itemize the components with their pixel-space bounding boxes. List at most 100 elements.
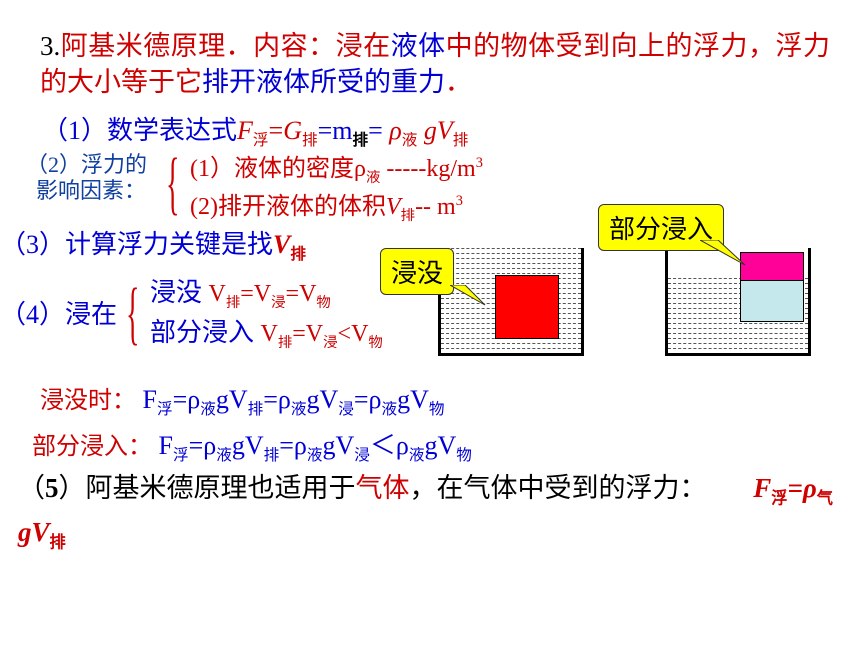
gps: 排 (50, 533, 66, 551)
factor-2c: -- m (415, 194, 456, 220)
g1: （ (18, 473, 45, 503)
sl3: 液 (382, 401, 398, 418)
key-row: （3）计算浮力关键是找V排 (0, 224, 306, 264)
ia6: =V (286, 281, 317, 307)
factor-2sub: 排 (401, 208, 415, 224)
sj1: 浸 (338, 401, 354, 418)
key-var: V (273, 230, 290, 259)
pgv1: gV (232, 431, 264, 460)
g2: 5 (45, 473, 59, 503)
sfs: 浮 (157, 401, 173, 418)
callout2-tail (700, 240, 750, 270)
brace-2: { (126, 300, 139, 332)
g3: ）阿基米德原理也适用于 (59, 473, 356, 503)
se1: =ρ (173, 385, 201, 414)
submerged-label: 浸没时： (40, 388, 136, 414)
math-label: （1）数学表达式 (42, 116, 237, 145)
pfs: 浮 (173, 447, 189, 464)
text-red-1: 阿基米德原理．内容：浸在 (60, 31, 390, 61)
pe1: =ρ (189, 431, 217, 460)
factors-label-2: 影响因素： (26, 178, 146, 203)
immerse-b-formula: V排=V浸<V物 (261, 321, 383, 347)
math-expression-row: （1）数学表达式F浮=G排=m排= ρ液 gV排 (42, 110, 468, 150)
pj1: 浸 (354, 447, 370, 464)
item-number: 3. (40, 31, 60, 61)
ib3: 排 (278, 335, 292, 351)
gas-row: （5）阿基米德原理也适用于气体，在气体中受到的浮力： F浮=ρ气 gV排 (18, 468, 838, 555)
factor-1c: -----kg/m (380, 156, 475, 182)
plt: ＜ρ (370, 431, 409, 460)
ib2: V (261, 321, 278, 347)
g5: ，在气体中受到的浮力： (410, 473, 707, 503)
pgv2: gV (322, 431, 354, 460)
immerse-a1: 浸没 (150, 278, 202, 307)
ge: =ρ (787, 473, 816, 503)
ib7: 物 (368, 335, 382, 351)
formula-eq2: = (368, 116, 389, 145)
formula-sub-liq: 液 (402, 132, 418, 149)
formula-sub-pai3: 排 (453, 132, 469, 149)
formula-sub-pai1: 排 (302, 132, 318, 149)
formula-m: =m (318, 116, 353, 145)
factor-1: (1）液体的密度ρ液 -----kg/m3 (190, 148, 483, 187)
text-blue-1: 液体 (391, 31, 446, 61)
pe2: =ρ (279, 431, 307, 460)
ia3: 排 (226, 295, 240, 311)
formula-gv: gV (417, 116, 452, 145)
factor-1sub: 液 (366, 170, 380, 186)
ggs: 气 (817, 489, 833, 507)
immerse-label-text: （4）浸在 (0, 300, 117, 329)
ib6: <V (338, 321, 369, 347)
pw1: 物 (456, 447, 472, 464)
pgv3: gV (424, 431, 456, 460)
callout2-text: 部分浸入 (609, 215, 713, 244)
sw1: 物 (429, 401, 445, 418)
ia4: =V (240, 281, 271, 307)
se3: =ρ (354, 385, 382, 414)
formula-g: G (283, 116, 302, 145)
callout-submerged: 浸没 (380, 248, 454, 295)
gfs: 浮 (771, 489, 787, 507)
object-partial-bottom (740, 280, 804, 322)
factor-1a: (1）液体的密度 (190, 156, 354, 182)
factor-2b: V (386, 194, 401, 220)
pf: F (159, 431, 173, 460)
formula-sub-pai2: 排 (352, 132, 368, 149)
brace-1: { (166, 170, 179, 202)
immerse-b: 部分浸入 V排=V浸<V物 (150, 312, 383, 352)
pl3: 液 (409, 447, 425, 464)
factors-label-1: （2）浮力的 (26, 152, 147, 177)
object-submerged (495, 275, 559, 339)
sgv2: gV (306, 385, 338, 414)
g4: 气体 (356, 473, 410, 503)
text-blue-2: 排开液体所受的重力 (202, 67, 445, 97)
ggv: gV (18, 517, 50, 547)
callout1-tail (450, 285, 490, 310)
immerse-b1: 部分浸入 (150, 318, 254, 347)
sf: F (143, 385, 157, 414)
key-sub: 排 (290, 246, 306, 263)
formula-rho: ρ (389, 116, 401, 145)
text-red-3: ． (445, 67, 472, 97)
immerse-label: （4）浸在 (0, 294, 117, 331)
ib5: 浸 (323, 335, 337, 351)
factor-1exp: 3 (476, 155, 483, 171)
partial-label: 部分浸入： (32, 434, 152, 460)
pl1: 液 (216, 447, 232, 464)
key-label: （3）计算浮力关键是找 (0, 230, 273, 259)
callout1-text: 浸没 (391, 259, 443, 288)
factor-2exp: 3 (456, 193, 463, 209)
factor-1b: ρ (354, 156, 366, 182)
sgv3: gV (397, 385, 429, 414)
pp1: 排 (264, 447, 280, 464)
formula-sub-fu: 浮 (253, 132, 269, 149)
partial-eq-row: 部分浸入： F浮=ρ液gV排=ρ液gV浸＜ρ液gV物 (32, 425, 472, 465)
submerged-eq-row: 浸没时： F浮=ρ液gV排=ρ液gV浸=ρ液gV物 (40, 380, 445, 419)
factor-2: (2)排开液体的体积V排-- m3 (190, 186, 463, 225)
ia5: 浸 (271, 295, 285, 311)
ib4: =V (292, 321, 323, 347)
se2: =ρ (263, 385, 291, 414)
formula-f: F (237, 116, 253, 145)
ia2: V (209, 281, 226, 307)
sl1: 液 (200, 401, 216, 418)
